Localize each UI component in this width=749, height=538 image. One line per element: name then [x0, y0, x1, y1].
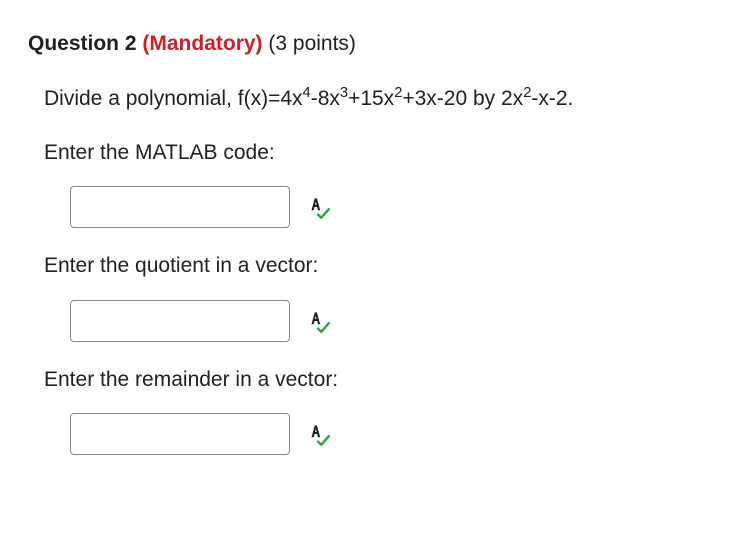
spellcheck-icon[interactable]	[304, 420, 332, 448]
spellcheck-icon[interactable]	[304, 193, 332, 221]
question-header: Question 2 (Mandatory) (3 points)	[28, 30, 721, 57]
remainder-input[interactable]	[70, 413, 290, 455]
problem-mid2: +15x	[348, 87, 394, 110]
question-body: Divide a polynomial, f(x)=4x4-8x3+15x2+3…	[28, 83, 721, 455]
quotient-input[interactable]	[70, 300, 290, 342]
prompt-remainder: Enter the remainder in a vector:	[44, 364, 721, 396]
problem-prefix: Divide a polynomial, f(x)=4x	[44, 87, 303, 110]
exponent-4: 4	[303, 85, 311, 101]
spellcheck-icon[interactable]	[304, 307, 332, 335]
problem-suffix: -x-2.	[531, 87, 573, 110]
points-label: (3 points)	[268, 32, 356, 55]
input-row-quotient	[44, 300, 721, 342]
exponent-3: 3	[340, 85, 348, 101]
problem-statement: Divide a polynomial, f(x)=4x4-8x3+15x2+3…	[44, 83, 721, 115]
input-row-remainder	[44, 413, 721, 455]
mandatory-label: (Mandatory)	[142, 32, 262, 55]
input-row-code	[44, 186, 721, 228]
prompt-quotient: Enter the quotient in a vector:	[44, 250, 721, 282]
prompt-matlab-code: Enter the MATLAB code:	[44, 137, 721, 169]
matlab-code-input[interactable]	[70, 186, 290, 228]
question-number: Question 2	[28, 32, 137, 55]
problem-mid1: -8x	[311, 87, 340, 110]
problem-mid3: +3x-20 by 2x	[402, 87, 523, 110]
